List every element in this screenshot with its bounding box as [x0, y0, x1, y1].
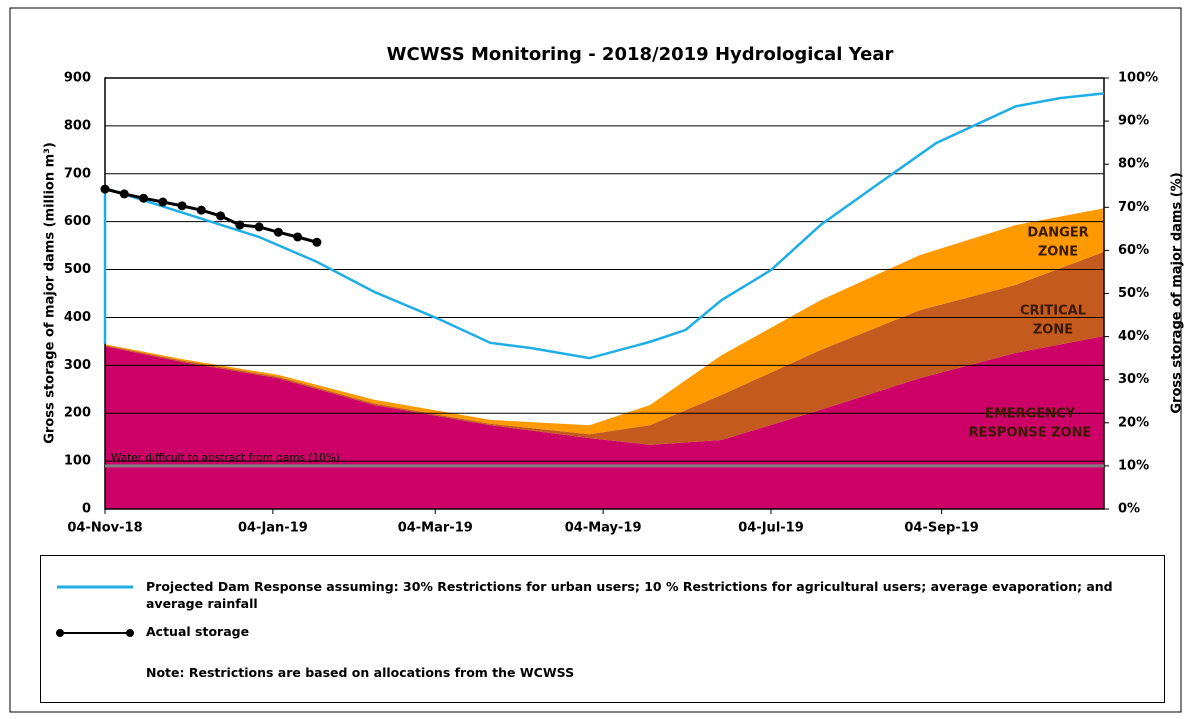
legend-marker [56, 629, 64, 637]
x-tick-label: 04-Mar-19 [398, 521, 473, 536]
y-tick-label: 100 [64, 454, 91, 469]
series-line [103, 92, 1105, 360]
data-point [312, 237, 322, 247]
y-tick-label: 500 [64, 262, 91, 277]
series-line [104, 187, 318, 244]
y2-tick-label: 70% [1118, 200, 1149, 215]
y-axis-label: Gross storage of major dams (million m³) [43, 142, 58, 444]
y2-tick-label: 50% [1118, 286, 1149, 301]
frame [9, 7, 1182, 713]
zone-label: ZONE [1038, 245, 1078, 260]
y2-tick-label: 40% [1118, 329, 1149, 344]
legend-marker [126, 629, 134, 637]
y2-tick-label: 90% [1118, 114, 1149, 129]
data-point [158, 197, 168, 207]
legend-swatch [57, 585, 133, 589]
threshold-label: Water difficult to abstract from dams (1… [111, 452, 340, 464]
y2-axis-label: Gross storage of major dams (%) [1170, 172, 1185, 413]
y2-tick-label: 20% [1118, 415, 1149, 430]
y-tick-label: 700 [64, 166, 91, 181]
y-tick-label: 300 [64, 358, 91, 373]
y2-tick-label: 10% [1118, 458, 1149, 473]
data-point [273, 227, 283, 237]
zone-label: EMERGENCY [985, 407, 1076, 422]
data-point [293, 232, 303, 242]
y-tick-label: 400 [64, 310, 91, 325]
data-point [119, 189, 129, 199]
data-point [235, 220, 245, 230]
y-tick-label: 200 [64, 406, 91, 421]
y2-tick-label: 80% [1118, 157, 1149, 172]
legend-swatch [56, 629, 134, 637]
x-tick-label: 04-Nov-18 [67, 521, 142, 536]
data-point [196, 205, 206, 215]
legend: Projected Dam Response assuming: 30% Res… [40, 555, 1165, 703]
y2-tick-label: 60% [1118, 243, 1149, 258]
data-point [177, 201, 187, 211]
data-point [254, 222, 264, 232]
y2-tick-label: 100% [1118, 71, 1158, 86]
zone-label: DANGER [1027, 226, 1088, 241]
zone-label: CRITICAL [1020, 304, 1086, 319]
x-tick-label: 04-Jan-19 [238, 521, 308, 536]
x-tick-label: 04-Jul-19 [738, 521, 804, 536]
zone-label: RESPONSE ZONE [969, 426, 1092, 441]
y-tick-label: 900 [64, 71, 91, 86]
data-point [139, 193, 149, 203]
chart-title: WCWSS Monitoring - 2018/2019 Hydrologica… [387, 44, 894, 65]
y-tick-label: 600 [64, 214, 91, 229]
zone-area [105, 208, 1104, 435]
legend-text: Actual storage [146, 624, 250, 639]
zone-area [105, 251, 1104, 445]
data-point [216, 211, 226, 221]
legend-text: Projected Dam Response assuming: 30% Res… [146, 579, 1113, 611]
zone-label: ZONE [1033, 323, 1073, 338]
y2-tick-label: 30% [1118, 372, 1149, 387]
x-tick-label: 04-Sep-19 [904, 521, 978, 536]
y2-tick-label: 0% [1118, 502, 1140, 517]
y-tick-label: 800 [64, 118, 91, 133]
x-tick-label: 04-May-19 [565, 521, 642, 536]
y-tick-label: 0 [82, 502, 91, 517]
note: Note: Restrictions are based on allocati… [146, 665, 575, 680]
data-point [100, 184, 110, 194]
